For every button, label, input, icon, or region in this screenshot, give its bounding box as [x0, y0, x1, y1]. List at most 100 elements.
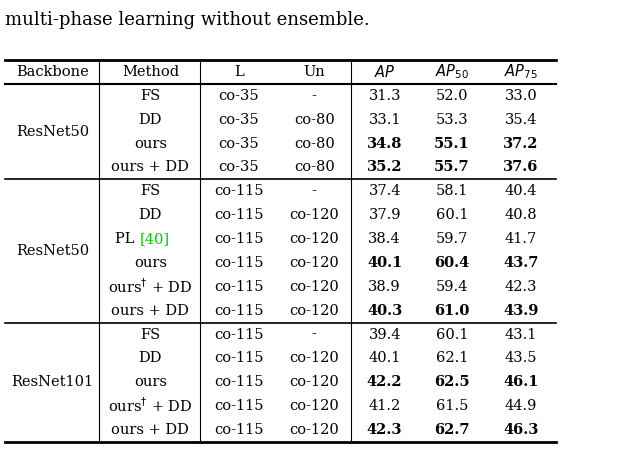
- Text: PL: PL: [115, 232, 140, 246]
- Text: 34.8: 34.8: [367, 137, 403, 151]
- Text: co-120: co-120: [289, 399, 339, 413]
- Text: ours$^{\dagger}$ + DD: ours$^{\dagger}$ + DD: [108, 277, 193, 296]
- Text: 46.3: 46.3: [503, 423, 539, 437]
- Text: 62.5: 62.5: [434, 375, 470, 389]
- Text: 38.4: 38.4: [369, 232, 401, 246]
- Text: co-35: co-35: [218, 113, 259, 127]
- Text: [40]: [40]: [140, 232, 170, 246]
- Text: ResNet101: ResNet101: [12, 375, 93, 389]
- Text: 37.2: 37.2: [503, 137, 539, 151]
- Text: 52.0: 52.0: [436, 89, 468, 103]
- Text: co-80: co-80: [294, 161, 335, 174]
- Text: ResNet50: ResNet50: [16, 244, 89, 258]
- Text: 62.7: 62.7: [434, 423, 470, 437]
- Text: co-115: co-115: [214, 423, 264, 437]
- Text: 35.2: 35.2: [367, 161, 403, 174]
- Text: ours: ours: [134, 375, 167, 389]
- Text: 40.1: 40.1: [369, 352, 401, 365]
- Text: 58.1: 58.1: [436, 185, 468, 198]
- Text: 43.5: 43.5: [505, 352, 537, 365]
- Text: 61.5: 61.5: [436, 399, 468, 413]
- Text: $\mathit{AP}_{75}$: $\mathit{AP}_{75}$: [504, 62, 538, 81]
- Text: DD: DD: [139, 208, 162, 222]
- Text: ours: ours: [134, 137, 167, 151]
- Text: 42.2: 42.2: [367, 375, 403, 389]
- Text: -: -: [312, 89, 317, 103]
- Text: 39.4: 39.4: [369, 328, 401, 341]
- Text: co-115: co-115: [214, 185, 264, 198]
- Text: 40.3: 40.3: [367, 304, 403, 318]
- Text: 53.3: 53.3: [436, 113, 468, 127]
- Text: 33.0: 33.0: [504, 89, 538, 103]
- Text: 42.3: 42.3: [367, 423, 403, 437]
- Text: co-120: co-120: [289, 423, 339, 437]
- Text: 31.3: 31.3: [369, 89, 401, 103]
- Text: co-35: co-35: [218, 137, 259, 151]
- Text: 43.7: 43.7: [503, 256, 539, 270]
- Text: co-120: co-120: [289, 304, 339, 318]
- Text: 43.1: 43.1: [505, 328, 537, 341]
- Text: FS: FS: [140, 89, 161, 103]
- Text: co-35: co-35: [218, 89, 259, 103]
- Text: co-115: co-115: [214, 304, 264, 318]
- Text: L: L: [234, 65, 244, 79]
- Text: ours + DD: ours + DD: [111, 161, 189, 174]
- Text: 60.1: 60.1: [436, 208, 468, 222]
- Text: FS: FS: [140, 328, 161, 341]
- Text: co-115: co-115: [214, 328, 264, 341]
- Text: co-120: co-120: [289, 280, 339, 294]
- Text: DD: DD: [139, 113, 162, 127]
- Text: 46.1: 46.1: [503, 375, 539, 389]
- Text: ours + DD: ours + DD: [111, 304, 189, 318]
- Text: co-120: co-120: [289, 375, 339, 389]
- Text: co-115: co-115: [214, 256, 264, 270]
- Text: 41.2: 41.2: [369, 399, 401, 413]
- Text: ours: ours: [134, 256, 167, 270]
- Text: 37.6: 37.6: [503, 161, 539, 174]
- Text: 44.9: 44.9: [505, 399, 537, 413]
- Text: 40.1: 40.1: [367, 256, 403, 270]
- Text: 61.0: 61.0: [434, 304, 470, 318]
- Text: 37.9: 37.9: [369, 208, 401, 222]
- Text: co-115: co-115: [214, 280, 264, 294]
- Text: co-115: co-115: [214, 208, 264, 222]
- Text: 62.1: 62.1: [436, 352, 468, 365]
- Text: FS: FS: [140, 185, 161, 198]
- Text: 43.9: 43.9: [503, 304, 539, 318]
- Text: ours + DD: ours + DD: [111, 423, 189, 437]
- Text: co-115: co-115: [214, 232, 264, 246]
- Text: 55.7: 55.7: [434, 161, 470, 174]
- Text: Un: Un: [303, 65, 325, 79]
- Text: 59.7: 59.7: [436, 232, 468, 246]
- Text: 40.4: 40.4: [505, 185, 537, 198]
- Text: $\mathit{AP}$: $\mathit{AP}$: [374, 64, 396, 80]
- Text: Backbone: Backbone: [16, 65, 89, 79]
- Text: 42.3: 42.3: [505, 280, 537, 294]
- Text: 38.9: 38.9: [369, 280, 401, 294]
- Text: multi-phase learning without ensemble.: multi-phase learning without ensemble.: [5, 11, 370, 29]
- Text: DD: DD: [139, 352, 162, 365]
- Text: ResNet50: ResNet50: [16, 125, 89, 139]
- Text: co-120: co-120: [289, 208, 339, 222]
- Text: co-120: co-120: [289, 232, 339, 246]
- Text: co-115: co-115: [214, 352, 264, 365]
- Text: -: -: [312, 328, 317, 341]
- Text: 59.4: 59.4: [436, 280, 468, 294]
- Text: co-80: co-80: [294, 137, 335, 151]
- Text: 40.8: 40.8: [505, 208, 537, 222]
- Text: co-115: co-115: [214, 399, 264, 413]
- Text: $\mathit{AP}_{50}$: $\mathit{AP}_{50}$: [435, 62, 468, 81]
- Text: co-120: co-120: [289, 352, 339, 365]
- Text: 41.7: 41.7: [505, 232, 537, 246]
- Text: ours$^{\dagger}$ + DD: ours$^{\dagger}$ + DD: [108, 397, 193, 415]
- Text: 35.4: 35.4: [505, 113, 537, 127]
- Text: co-35: co-35: [218, 161, 259, 174]
- Text: Method: Method: [122, 65, 179, 79]
- Text: 33.1: 33.1: [369, 113, 401, 127]
- Text: 60.1: 60.1: [436, 328, 468, 341]
- Text: 60.4: 60.4: [434, 256, 470, 270]
- Text: 37.4: 37.4: [369, 185, 401, 198]
- Text: -: -: [312, 185, 317, 198]
- Text: co-115: co-115: [214, 375, 264, 389]
- Text: co-80: co-80: [294, 113, 335, 127]
